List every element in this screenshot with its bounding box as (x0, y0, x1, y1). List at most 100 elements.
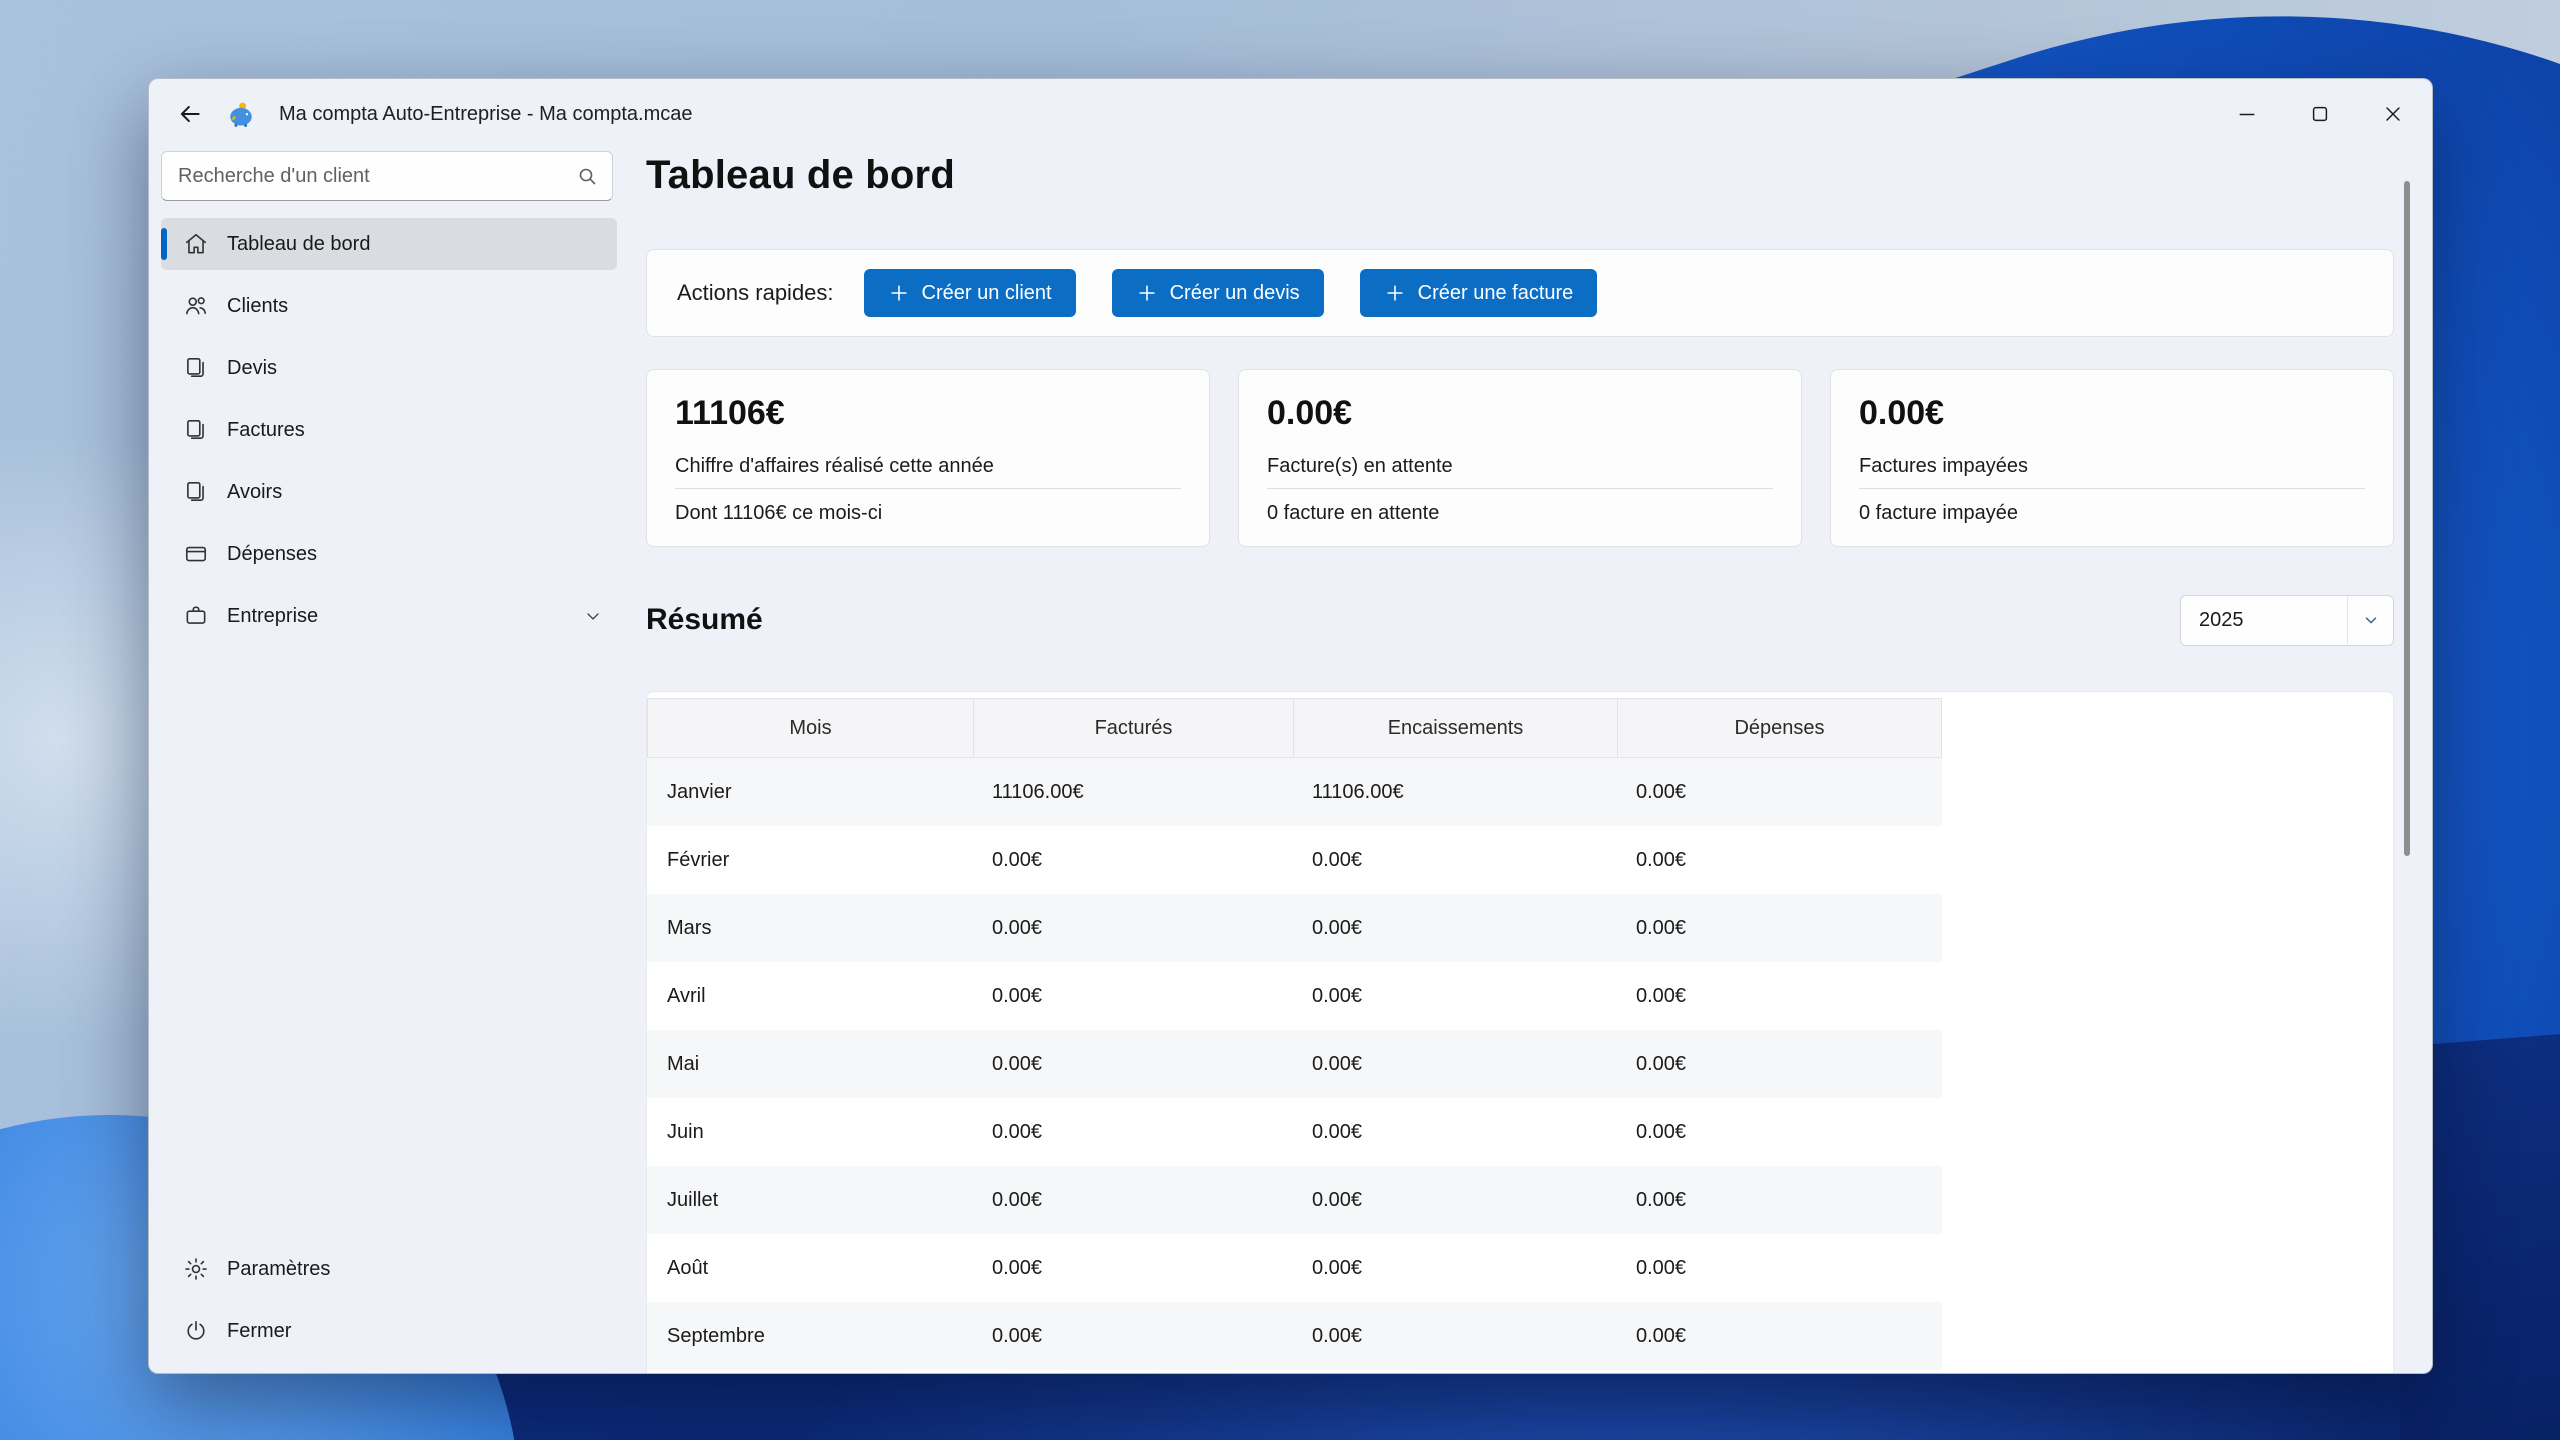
cell-depenses: 0.00€ (1636, 1188, 1687, 1211)
create-devis-button[interactable]: Créer un devis (1111, 269, 1324, 317)
plus-icon (1138, 285, 1155, 301)
divider (1267, 488, 1773, 489)
chevron-down-icon (583, 606, 603, 626)
create-client-button[interactable]: Créer un client (863, 269, 1076, 317)
chevron-down-icon (2347, 595, 2393, 645)
stat-value: 11106€ (675, 394, 785, 432)
cell-depenses: 0.00€ (1636, 1052, 1687, 1075)
cell-encaissements: 0.00€ (1312, 984, 1363, 1007)
table-row: Février 0.00€ 0.00€ 0.00€ (647, 826, 1942, 894)
sidebar-item-fermer[interactable]: Fermer (161, 1305, 617, 1357)
sidebar-item-label: Fermer (227, 1319, 292, 1342)
window-controls (2197, 93, 2416, 135)
cell-month: Février (667, 848, 730, 871)
sidebar-item-entreprise[interactable]: Entreprise (161, 590, 617, 642)
sidebar-item-avoirs[interactable]: Avoirs (161, 466, 617, 518)
cell-depenses: 0.00€ (1636, 984, 1687, 1007)
app-window: Ma compta Auto-Entreprise - Ma compta.mc… (148, 78, 2433, 1374)
table-row: Avril 0.00€ 0.00€ 0.00€ (647, 962, 1942, 1030)
credit-card-icon (183, 541, 209, 567)
sidebar-item-label: Clients (227, 294, 289, 317)
plus-icon (1387, 285, 1403, 301)
app-icon (227, 100, 255, 128)
cell-factures: 0.00€ (992, 1256, 1043, 1279)
cell-factures: 0.00€ (992, 1120, 1043, 1143)
cell-month: Mars (667, 916, 712, 939)
plus-icon (890, 285, 907, 301)
table-header-cell: Mois (647, 698, 974, 758)
summary-header-row: Résumé 2025 (646, 593, 2394, 647)
year-dropdown[interactable]: 2025 (2180, 594, 2394, 646)
cell-factures: 0.00€ (992, 848, 1043, 871)
sidebar-item-label: Dépenses (227, 542, 318, 565)
cell-depenses: 0.00€ (1636, 1120, 1687, 1143)
gear-icon (183, 1256, 209, 1282)
cell-encaissements: 0.00€ (1312, 916, 1363, 939)
cell-month: Mai (667, 1052, 700, 1075)
stat-card-factures-attente: 0.00€ Facture(s) en attente 0 facture en… (1238, 369, 1802, 547)
minimize-button[interactable] (2224, 93, 2270, 135)
cell-depenses: 0.00€ (1636, 1256, 1687, 1279)
window-title: Ma compta Auto-Entreprise - Ma compta.mc… (279, 102, 693, 125)
button-label: Créer un devis (1169, 281, 1300, 304)
cell-month: Août (667, 1256, 709, 1279)
cell-encaissements: 0.00€ (1312, 1188, 1363, 1211)
close-icon (2386, 107, 2400, 121)
cell-month: Juin (667, 1120, 704, 1143)
cell-month: Septembre (667, 1324, 765, 1347)
sidebar-item-label: Devis (227, 356, 278, 379)
table-row: Juillet 0.00€ 0.00€ 0.00€ (647, 1166, 1942, 1234)
sidebar-item-label: Tableau de bord (227, 232, 371, 255)
divider (1859, 488, 2365, 489)
stat-value: 0.00€ (1859, 394, 1945, 432)
home-icon (183, 231, 209, 257)
sidebar-item-label: Entreprise (227, 604, 319, 627)
summary-table-panel: Mois Facturés Encaissements Dépenses Jan… (646, 691, 2394, 1373)
cell-factures: 11106.00€ (992, 780, 1084, 803)
cell-encaissements: 11106.00€ (1312, 780, 1404, 803)
quick-actions-card: Actions rapides: Créer un client Créer u… (646, 249, 2394, 337)
cell-encaissements: 0.00€ (1312, 1120, 1363, 1143)
sidebar-item-tableau-de-bord[interactable]: Tableau de bord (161, 218, 617, 270)
back-button[interactable] (173, 97, 207, 131)
divider (675, 488, 1181, 489)
cell-factures: 0.00€ (992, 916, 1043, 939)
sidebar-item-clients[interactable]: Clients (161, 280, 617, 332)
minimize-icon (2239, 113, 2255, 116)
title-bar: Ma compta Auto-Entreprise - Ma compta.mc… (149, 79, 2432, 149)
close-button[interactable] (2370, 93, 2416, 135)
cell-encaissements: 0.00€ (1312, 1256, 1363, 1279)
cell-month: Avril (667, 984, 706, 1007)
summary-title: Résumé (646, 603, 763, 636)
sidebar-item-factures[interactable]: Factures (161, 404, 617, 456)
documents-icon (183, 417, 209, 443)
sidebar-spacer (149, 652, 629, 1243)
stat-sub-label: 0 facture en attente (1267, 502, 1440, 524)
cell-depenses: 0.00€ (1636, 916, 1687, 939)
documents-icon (183, 479, 209, 505)
cell-encaissements: 0.00€ (1312, 848, 1363, 871)
back-arrow-icon (180, 105, 200, 123)
button-label: Créer une facture (1417, 281, 1574, 304)
table-header-cell: Dépenses (1618, 698, 1942, 758)
stat-sub-label: 0 facture impayée (1859, 502, 2018, 524)
sidebar-item-devis[interactable]: Devis (161, 342, 617, 394)
maximize-icon (2312, 106, 2328, 122)
cell-month: Janvier (667, 780, 732, 803)
clients-icon (183, 293, 209, 319)
sidebar-item-parametres[interactable]: Paramètres (161, 1243, 617, 1295)
create-facture-button[interactable]: Créer une facture (1359, 269, 1598, 317)
briefcase-icon (183, 603, 209, 629)
stat-card-chiffre-affaires: 11106€ Chiffre d'affaires réalisé cette … (646, 369, 1210, 547)
sidebar-nav: Tableau de bord Clients Devis (149, 218, 629, 652)
sidebar-item-label: Paramètres (227, 1257, 331, 1280)
search-input[interactable] (161, 151, 613, 201)
cell-month: Juillet (667, 1188, 719, 1211)
table-row: Juin 0.00€ 0.00€ 0.00€ (647, 1098, 1942, 1166)
scrollbar[interactable] (2404, 181, 2410, 856)
maximize-button[interactable] (2297, 93, 2343, 135)
table-header-cell: Facturés (974, 698, 1294, 758)
button-label: Créer un client (921, 281, 1052, 304)
cell-factures: 0.00€ (992, 1052, 1043, 1075)
sidebar-item-depenses[interactable]: Dépenses (161, 528, 617, 580)
